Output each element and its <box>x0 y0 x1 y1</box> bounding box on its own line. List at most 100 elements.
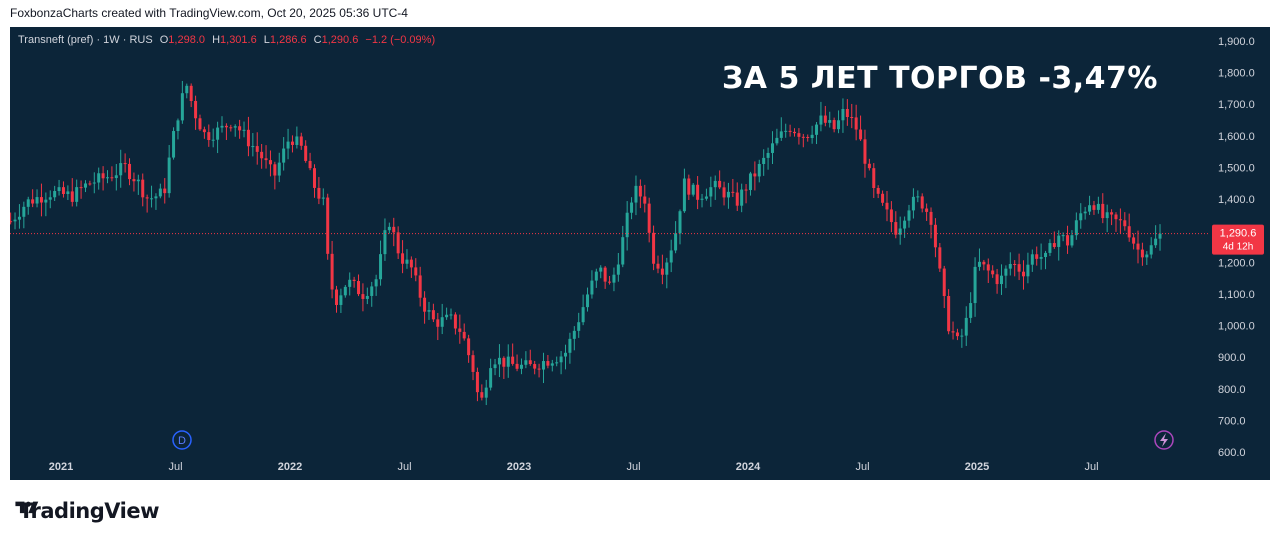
candle-body <box>643 196 647 204</box>
candle-body <box>1066 235 1070 246</box>
candle-body <box>964 317 968 336</box>
candle-body <box>246 129 250 147</box>
candle-body <box>260 151 264 159</box>
candle-body <box>718 180 722 188</box>
candle-body <box>392 226 396 233</box>
candle-body <box>396 232 400 254</box>
candle-body <box>141 179 145 198</box>
candle-body <box>586 294 590 308</box>
candle-body <box>630 202 634 213</box>
candle-body <box>581 307 585 323</box>
candle-body <box>194 100 198 119</box>
candle-body <box>929 211 933 225</box>
candle-body <box>872 168 876 189</box>
candle-body <box>1048 243 1052 253</box>
candle-body <box>951 331 955 333</box>
candle-body <box>57 187 61 192</box>
candle-body <box>806 136 810 139</box>
candle-body <box>282 148 286 163</box>
candle-body <box>123 163 127 165</box>
countdown-label: 4d 12h <box>1223 242 1254 253</box>
price-axis-tick: 1,000.0 <box>1218 321 1255 333</box>
candle-body <box>889 209 893 223</box>
candle-body <box>977 261 981 267</box>
symbol-title[interactable]: Transneft (pref) · 1W · RUS <box>18 34 153 46</box>
candle-body <box>779 131 783 138</box>
candle-body <box>541 361 545 370</box>
candle-body <box>1123 220 1127 227</box>
candle-body <box>1008 263 1012 269</box>
candle-body <box>335 289 339 305</box>
candle-body <box>634 185 638 203</box>
candle-body <box>599 267 603 272</box>
candle-body <box>17 216 21 220</box>
candle-body <box>207 132 211 141</box>
candle-body <box>854 117 858 130</box>
candle-body <box>163 188 167 194</box>
candle-body <box>674 233 678 251</box>
candle-body <box>572 330 576 339</box>
price-axis-tick: 800.0 <box>1218 384 1246 396</box>
candle-body <box>638 185 642 197</box>
candle-body <box>832 120 836 130</box>
chart-panel[interactable]: 1,900.0 1,800.0 1,700.0 1,600.0 1,500.0 1,400… <box>10 27 1270 480</box>
candle-body <box>70 191 74 202</box>
candle-body <box>740 189 744 206</box>
candle-body <box>1052 243 1056 247</box>
price-axis-tick: 1,800.0 <box>1218 68 1255 80</box>
candle-body <box>960 335 964 337</box>
candle-body <box>735 192 739 206</box>
candle-body <box>348 279 352 287</box>
time-axis-tick: Jul <box>626 461 640 473</box>
candle-body <box>339 295 343 305</box>
candle-body <box>810 134 814 139</box>
candle-body <box>75 187 79 202</box>
candle-body <box>1022 271 1026 277</box>
candle-body <box>863 139 867 164</box>
price-axis-tick: 1,500.0 <box>1218 162 1255 174</box>
price-axis-tick: 1,600.0 <box>1218 131 1255 143</box>
candle-body <box>445 314 449 318</box>
candle-body <box>449 314 453 316</box>
candle-body <box>189 85 193 101</box>
candle-body <box>1114 214 1118 220</box>
candle-body <box>590 280 594 295</box>
time-axis-tick: 2023 <box>507 461 531 473</box>
candle-body <box>128 163 132 180</box>
candle-body <box>770 143 774 153</box>
candle-body <box>925 208 929 212</box>
candle-body <box>180 93 184 121</box>
candle-body <box>299 136 303 146</box>
candle-body <box>312 168 316 188</box>
candle-body <box>365 295 369 299</box>
candle-body <box>537 368 541 370</box>
price-axis-tick: 1,100.0 <box>1218 289 1255 301</box>
high-value: 1,301.6 <box>220 34 257 46</box>
candle-body <box>982 261 986 265</box>
candle-body <box>850 116 854 118</box>
candle-body <box>220 125 224 128</box>
candle-body <box>577 322 581 331</box>
candle-body <box>440 317 444 327</box>
candle-body <box>1149 245 1153 255</box>
earnings-marker <box>1154 430 1174 450</box>
candle-body <box>1057 235 1061 247</box>
candle-body <box>1105 212 1109 219</box>
candle-body <box>973 266 977 304</box>
tradingview-logo[interactable]: TradingView <box>12 499 159 523</box>
candle-body <box>110 177 114 179</box>
candle-body <box>436 319 440 327</box>
candle-body <box>1088 205 1092 212</box>
candle-body <box>10 221 13 223</box>
candle-body <box>39 197 43 203</box>
candle-body <box>920 196 924 209</box>
candle-body <box>423 297 427 312</box>
candle-body <box>202 129 206 133</box>
candle-body <box>321 197 325 199</box>
price-axis-tick: 1,400.0 <box>1218 194 1255 206</box>
candle-body <box>691 184 695 195</box>
low-value: 1,286.6 <box>269 34 307 46</box>
candle-body <box>431 310 435 320</box>
candlestick-chart[interactable]: 1,900.0 1,800.0 1,700.0 1,600.0 1,500.0 1,400… <box>10 27 1270 480</box>
candle-body <box>172 131 176 158</box>
